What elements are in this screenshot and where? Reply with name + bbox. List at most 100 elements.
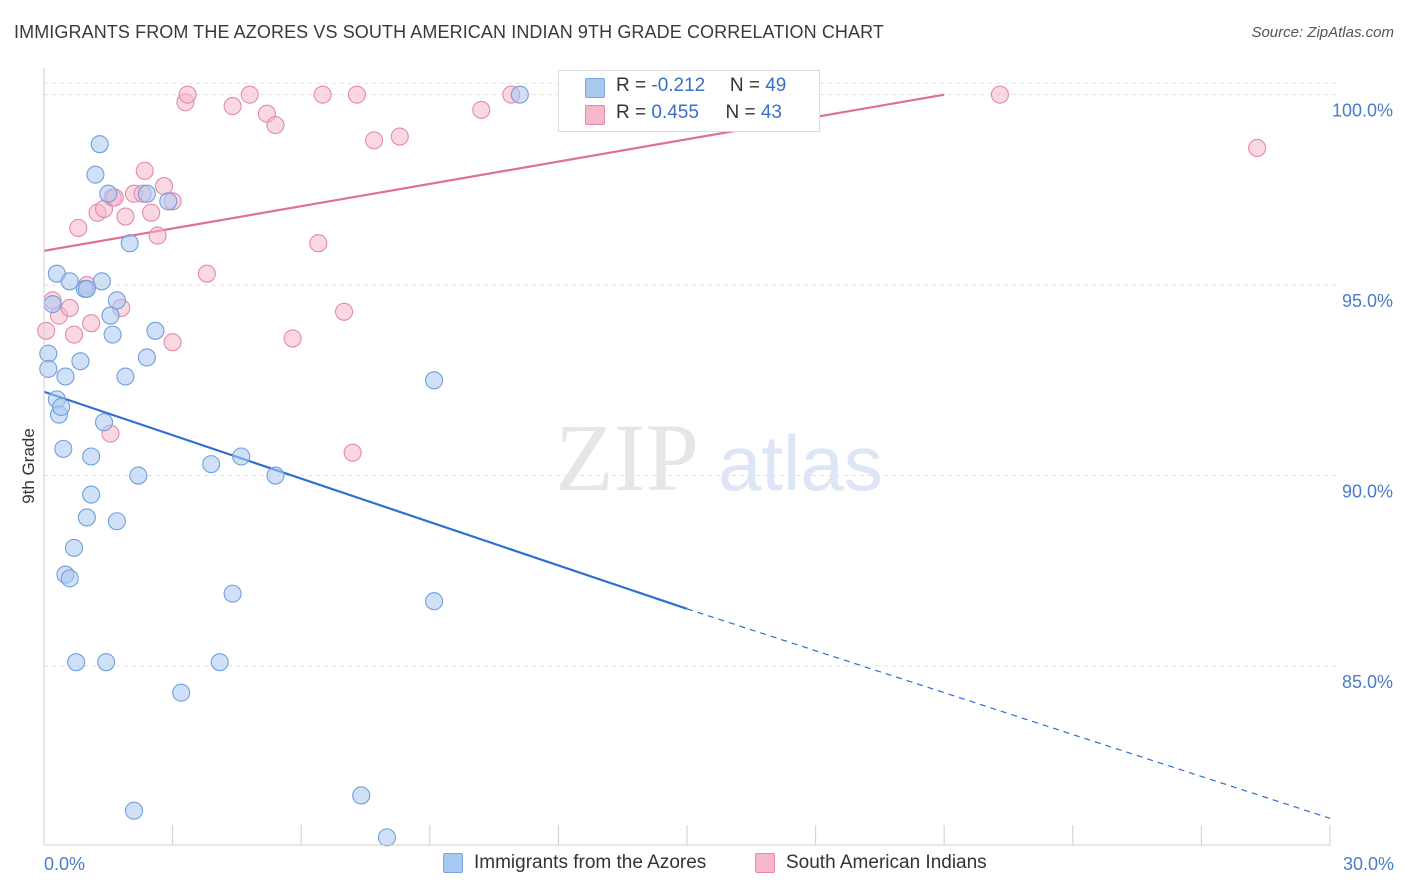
data-point-azores <box>54 439 73 458</box>
trend-line-azores-extension <box>686 608 1331 819</box>
data-point-south-american-indians <box>223 97 242 116</box>
bottom-legend-sai: South American Indians <box>786 852 987 873</box>
bottom-legend-swatch-azores <box>443 853 463 873</box>
data-point-south-american-indians <box>365 131 384 150</box>
data-point-azores <box>107 512 126 531</box>
data-point-south-american-indians <box>116 207 135 226</box>
data-point-azores <box>71 352 90 371</box>
data-point-south-american-indians <box>197 264 216 283</box>
data-point-azores <box>124 801 144 820</box>
data-point-azores <box>77 508 96 527</box>
legend-r-label: R = <box>616 75 652 96</box>
stats-legend: R = -0.212 N = 49 R = 0.455 N = 43 <box>558 70 820 132</box>
data-point-azores <box>90 135 109 154</box>
data-point-azores <box>266 466 285 485</box>
data-point-azores <box>120 234 139 253</box>
data-point-south-american-indians <box>266 116 285 135</box>
data-point-south-american-indians <box>60 298 79 318</box>
data-point-azores <box>425 371 444 390</box>
data-point-azores <box>202 455 221 474</box>
grid-layer <box>44 82 1336 667</box>
legend-r-label: R = <box>616 102 652 123</box>
data-point-south-american-indians <box>335 302 354 321</box>
data-point-azores <box>146 321 165 340</box>
data-point-azores <box>52 397 71 417</box>
data-point-azores <box>60 272 79 291</box>
data-point-azores <box>99 184 118 203</box>
watermark: ZIP atlas <box>555 404 883 511</box>
legend-row-sai: R = 0.455 N = 43 <box>616 102 782 124</box>
data-point-azores <box>210 653 229 672</box>
data-point-azores <box>377 828 396 847</box>
data-point-azores <box>116 367 135 386</box>
data-point-azores <box>64 538 84 557</box>
data-point-azores <box>101 306 120 325</box>
data-point-azores <box>172 683 191 702</box>
data-point-azores <box>232 447 251 466</box>
data-point-azores <box>39 344 58 363</box>
data-point-south-american-indians <box>82 314 101 333</box>
data-point-azores <box>86 165 105 184</box>
data-point-azores <box>137 348 156 367</box>
y-tick-label: 90.0% <box>1342 482 1393 502</box>
data-point-azores <box>82 447 101 466</box>
data-point-azores <box>425 592 444 611</box>
data-point-azores <box>97 653 116 672</box>
data-point-south-american-indians <box>313 85 332 104</box>
data-point-azores <box>107 291 126 310</box>
data-point-south-american-indians <box>990 85 1009 104</box>
data-point-south-american-indians <box>69 218 88 238</box>
chart-title: IMMIGRANTS FROM THE AZORES VS SOUTH AMER… <box>14 22 884 42</box>
data-point-south-american-indians <box>390 127 409 146</box>
legend-n-label: N = <box>729 75 766 96</box>
data-point-south-american-indians <box>37 321 56 340</box>
data-point-south-american-indians <box>148 226 167 245</box>
data-point-south-american-indians <box>64 325 84 344</box>
watermark-zip: ZIP <box>555 404 699 511</box>
data-point-south-american-indians <box>163 333 182 352</box>
legend-n-value: 43 <box>760 102 782 123</box>
y-tick-label: 85.0% <box>1342 672 1393 692</box>
x-tick-label: 30.0% <box>1343 854 1394 874</box>
bottom-legend-azores: Immigrants from the Azores <box>474 852 707 873</box>
data-point-azores <box>43 295 62 314</box>
data-point-south-american-indians <box>283 329 302 348</box>
y-tick-label: 95.0% <box>1342 291 1393 311</box>
data-point-south-american-indians <box>472 100 491 119</box>
axis-layer: 85.0% 90.0% 95.0% 100.0% 0.0% 30.0% <box>43 68 1394 874</box>
legend-swatch-azores <box>585 78 605 98</box>
legend-n-label: N = <box>725 102 761 123</box>
y-tick-label: 100.0% <box>1332 101 1393 121</box>
y-axis-label: 9th Grade <box>19 428 38 504</box>
data-point-azores <box>159 192 178 211</box>
data-point-south-american-indians <box>142 203 161 222</box>
watermark-atlas: atlas <box>718 419 883 507</box>
data-point-azores <box>94 413 114 432</box>
data-point-south-american-indians <box>178 85 197 104</box>
data-point-azores <box>103 325 122 344</box>
data-point-south-american-indians <box>154 177 174 196</box>
bottom-legend-swatch-sai <box>755 853 775 873</box>
data-point-south-american-indians <box>347 85 366 104</box>
data-point-south-american-indians <box>135 161 154 180</box>
data-point-azores <box>137 184 156 203</box>
data-point-azores <box>77 279 96 298</box>
trend-line-azores <box>43 390 688 610</box>
chart-source: Source: ZipAtlas.com <box>1251 24 1394 41</box>
data-point-azores <box>129 466 148 485</box>
data-point-south-american-indians <box>240 85 259 104</box>
data-point-azores <box>39 359 58 378</box>
legend-r-value: 0.455 <box>651 102 699 123</box>
data-point-azores <box>223 584 242 603</box>
data-point-south-american-indians <box>343 443 362 462</box>
data-point-azores <box>56 367 75 386</box>
data-point-azores <box>60 569 79 588</box>
data-point-azores <box>352 786 371 805</box>
data-point-azores <box>67 653 86 672</box>
legend-swatch-sai <box>585 105 605 125</box>
legend-row-azores: R = -0.212 N = 49 <box>616 75 786 97</box>
data-point-south-american-indians <box>309 234 328 253</box>
data-point-azores <box>92 272 111 291</box>
x-tick-label: 0.0% <box>44 854 85 874</box>
